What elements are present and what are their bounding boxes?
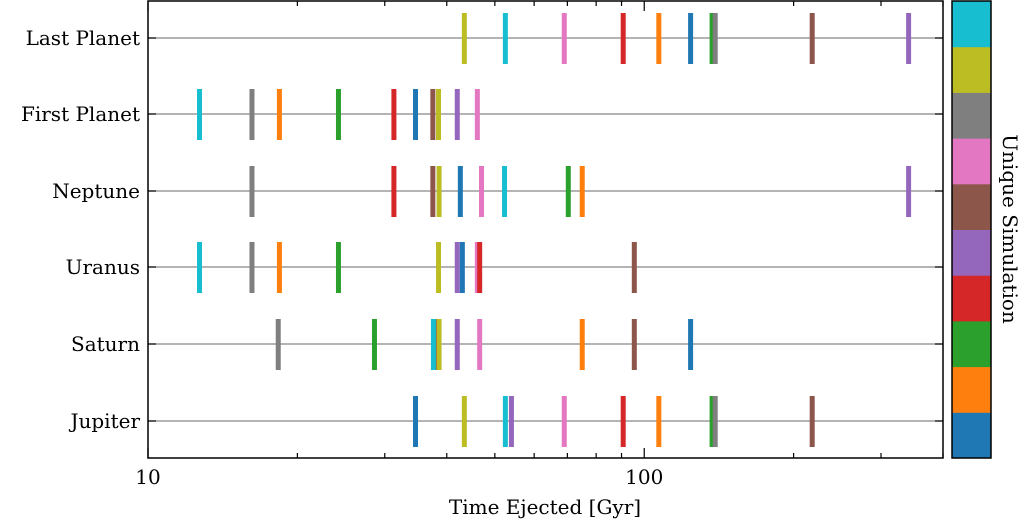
ejection-mark: [459, 242, 465, 293]
ejection-mark: [477, 319, 483, 370]
ejection-mark: [508, 396, 514, 447]
plot-frame: [147, 0, 944, 459]
x-axis-label: Time Ejected [Gyr]: [449, 495, 641, 519]
ejection-mark: [461, 13, 467, 64]
ejection-mark: [391, 89, 397, 140]
ejection-mark: [430, 166, 436, 217]
ejection-mark: [436, 166, 442, 217]
ejection-mark: [454, 242, 460, 293]
colorbar-label: Unique Simulation: [998, 134, 1020, 324]
ejection-mark: [656, 396, 662, 447]
y-tick-label: Neptune: [52, 179, 140, 203]
ejection-mark: [631, 242, 637, 293]
ejection-mark: [709, 396, 715, 447]
data-marks: [197, 13, 912, 447]
ejection-mark: [656, 13, 662, 64]
ejection-mark: [436, 319, 442, 370]
colorbar: [952, 1, 991, 459]
colorbar-segment: [952, 320, 991, 368]
colorbar-segment: [952, 138, 991, 185]
ejection-mark: [454, 319, 460, 370]
colorbar-frame: [951, 0, 992, 459]
ejection-mark: [906, 166, 912, 217]
ejection-mark: [275, 319, 281, 370]
ejection-mark: [906, 13, 912, 64]
y-tick-label: Saturn: [71, 332, 140, 356]
ejection-mark: [688, 319, 694, 370]
ejection-mark: [712, 13, 718, 64]
ejection-mark: [335, 242, 341, 293]
ejection-mark: [249, 242, 255, 293]
ejection-mark: [197, 89, 203, 140]
ejection-mark: [197, 242, 203, 293]
colorbar-segment: [952, 92, 991, 139]
axis-ticks: [147, 1, 944, 458]
ejection-mark: [561, 13, 567, 64]
ejection-mark: [436, 242, 442, 293]
ejection-mark: [276, 242, 282, 293]
ejection-mark: [335, 89, 341, 140]
ejection-mark: [709, 13, 715, 64]
x-tick-label: 100: [625, 465, 663, 489]
gridlines: [148, 37, 943, 422]
ejection-mark: [436, 89, 442, 140]
ejection-mark: [565, 166, 571, 217]
y-tick-label: Uranus: [66, 255, 140, 279]
ejection-mark: [371, 319, 377, 370]
ejection-mark: [502, 13, 508, 64]
ejection-mark: [579, 166, 585, 217]
ejection-mark: [809, 396, 815, 447]
colorbar-segment: [952, 412, 991, 459]
ejection-mark: [461, 396, 467, 447]
ejection-mark: [620, 396, 626, 447]
ejection-mark: [809, 13, 815, 64]
y-tick-label: Jupiter: [68, 409, 140, 433]
ejection-mark: [454, 89, 460, 140]
x-tick-label: 10: [135, 465, 160, 489]
ejection-mark: [457, 166, 463, 217]
ejection-mark: [430, 319, 436, 370]
ejection-mark: [712, 396, 718, 447]
ejection-mark: [276, 89, 282, 140]
ejection-mark: [249, 89, 255, 140]
colorbar-segment: [952, 46, 991, 93]
y-tick-labels: Last Planet First Planet Neptune Uranus Satu…: [21, 26, 140, 433]
ejection-mark: [391, 166, 397, 217]
ejection-mark: [413, 89, 419, 140]
ejection-mark: [631, 319, 637, 370]
colorbar-segment: [952, 1, 991, 48]
ejection-mark: [620, 13, 626, 64]
ejection-mark: [474, 89, 480, 140]
ejection-mark: [477, 242, 483, 293]
ejection-mark: [579, 319, 585, 370]
ejection-mark: [413, 396, 419, 447]
ejection-mark: [502, 396, 508, 447]
ejection-mark: [561, 396, 567, 447]
ejection-mark: [249, 166, 255, 217]
y-tick-label: Last Planet: [26, 26, 140, 50]
ejection-mark: [479, 166, 485, 217]
y-tick-label: First Planet: [21, 102, 140, 126]
colorbar-segment: [952, 275, 991, 322]
x-tick-labels: 10 100: [135, 465, 663, 489]
colorbar-segment: [952, 229, 991, 276]
ejection-mark: [430, 89, 436, 140]
colorbar-segment: [952, 183, 991, 230]
colorbar-segment: [952, 366, 991, 413]
ejection-mark: [502, 166, 508, 217]
ejection-mark: [688, 13, 694, 64]
